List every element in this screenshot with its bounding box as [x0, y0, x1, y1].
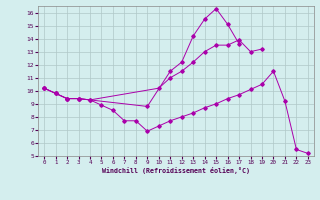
X-axis label: Windchill (Refroidissement éolien,°C): Windchill (Refroidissement éolien,°C)	[102, 167, 250, 174]
